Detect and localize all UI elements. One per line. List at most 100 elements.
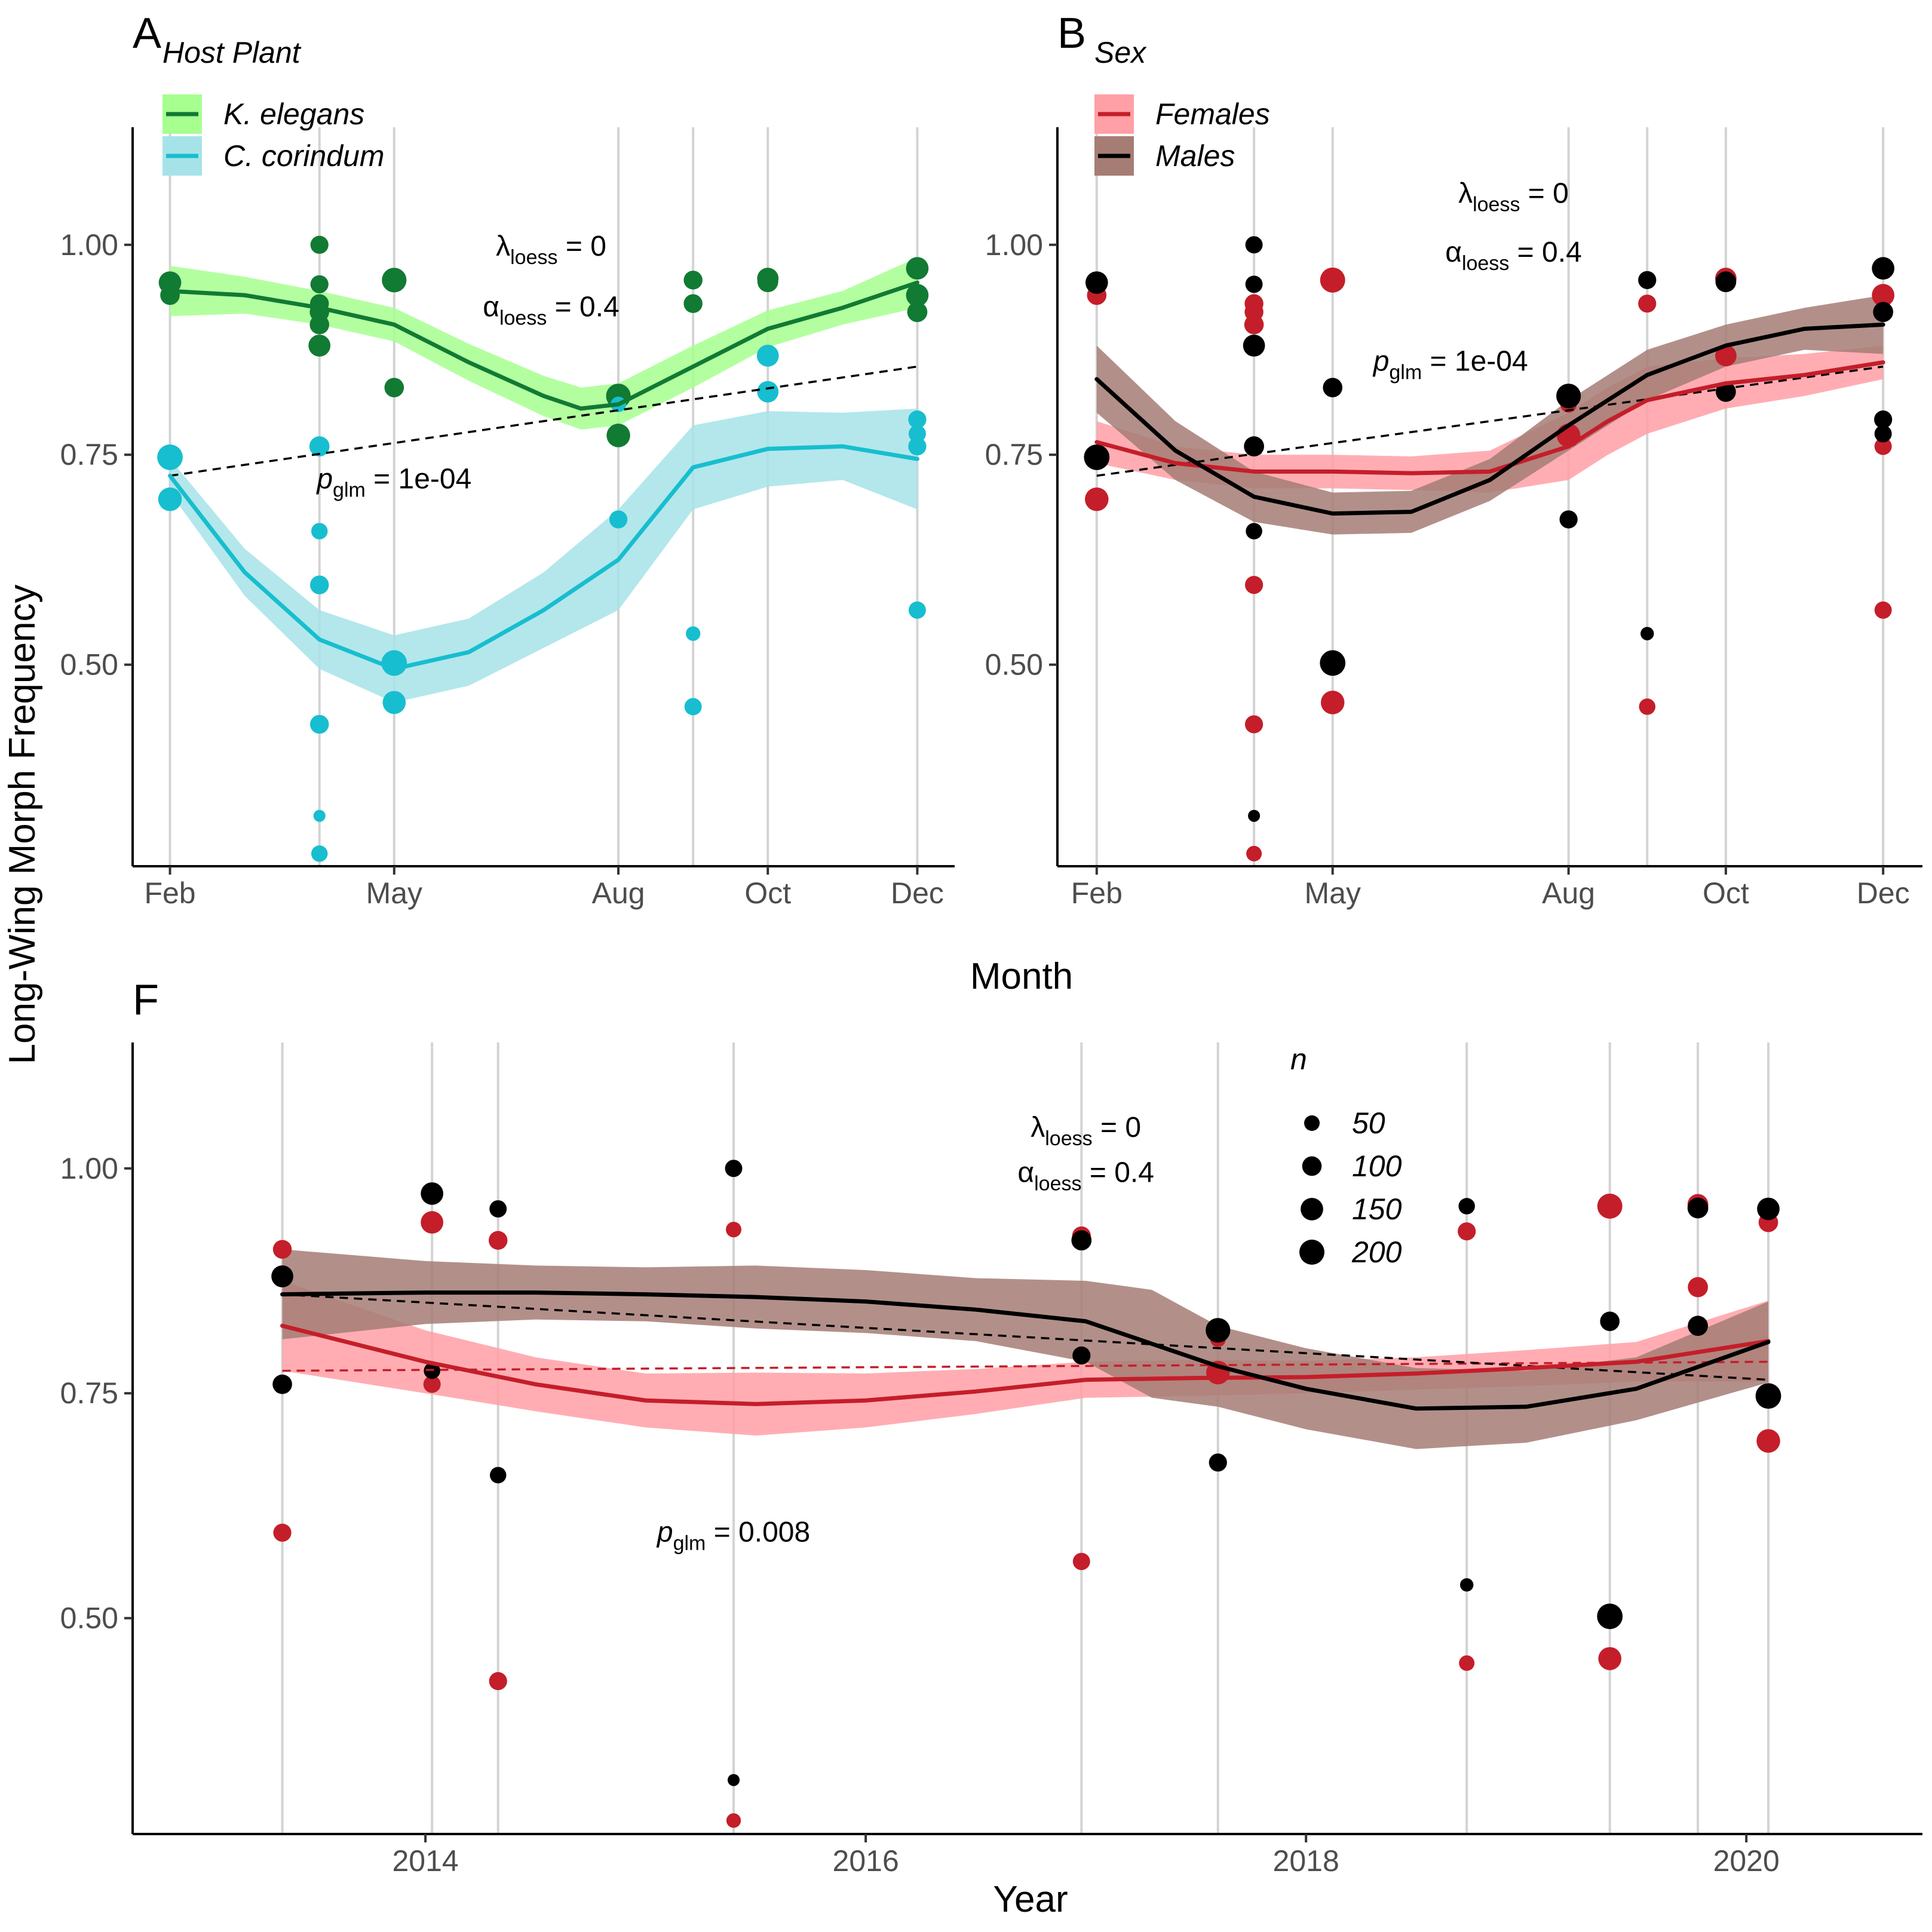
panel-a-point-1-7 bbox=[311, 845, 328, 862]
panel-a-x-tick-label-1: May bbox=[366, 876, 422, 910]
panel-a-point-1-12 bbox=[686, 626, 701, 641]
panel-f-point-1-11 bbox=[1209, 1453, 1227, 1472]
panel-f-legend-title: n bbox=[1290, 1042, 1307, 1076]
panel-f-point-0-6 bbox=[726, 1222, 742, 1238]
panel-b-point-1-17 bbox=[1873, 302, 1894, 323]
panel-f-tag: F bbox=[133, 976, 159, 1024]
panel-f-point-0-19 bbox=[1756, 1429, 1780, 1453]
panel-a-x-tick-label-0: Feb bbox=[144, 876, 195, 910]
panel-f-point-1-13 bbox=[1459, 1578, 1474, 1592]
panel-f-glm-trend-line-0 bbox=[282, 1360, 1769, 1372]
y-axis-title: Long-Wing Morph Frequency bbox=[2, 585, 43, 1065]
panel-f-point-1-6 bbox=[725, 1160, 743, 1177]
year-axis-title: Year bbox=[993, 1879, 1068, 1920]
panel-f-point-1-0 bbox=[271, 1265, 293, 1287]
panel-b-point-1-6 bbox=[1246, 523, 1262, 539]
panel-f-point-1-2 bbox=[421, 1182, 444, 1205]
panel-f-loess-line-1 bbox=[280, 1290, 1771, 1411]
panel-b-loess-line-0 bbox=[1094, 360, 1885, 476]
panel-a-point-0-11 bbox=[606, 424, 630, 447]
panel-b-point-1-9 bbox=[1320, 650, 1346, 676]
panel-f-point-0-15 bbox=[1598, 1647, 1622, 1670]
panel-b-y-tick-label-1: 0.75 bbox=[985, 438, 1043, 471]
panel-b-point-1-8 bbox=[1323, 378, 1343, 398]
panel-a-point-1-5 bbox=[309, 714, 329, 734]
panel-a-point-1-2 bbox=[309, 436, 330, 457]
panel-b-point-1-19 bbox=[1874, 425, 1892, 443]
panel-f-point-0-9 bbox=[1072, 1553, 1090, 1571]
panel-f-point-1-19 bbox=[1755, 1383, 1781, 1409]
panel-a-point-0-1 bbox=[160, 285, 180, 305]
panel-a-confidence-band-0 bbox=[170, 257, 918, 430]
panel-a-annotation-alpha: αloess = 0.4 bbox=[483, 291, 620, 329]
panel-a-point-0-17 bbox=[906, 284, 929, 306]
panel-a-point-1-17 bbox=[908, 425, 926, 443]
panel-a-point-0-3 bbox=[310, 275, 329, 293]
panel-a-point-1-11 bbox=[609, 510, 628, 529]
panel-f-x-tick-label-0: 2014 bbox=[392, 1844, 459, 1878]
panel-b-point-1-1 bbox=[1084, 444, 1110, 470]
panel-a-loess-line-1 bbox=[168, 444, 919, 671]
panel-b-annotation-alpha: αloess = 0.4 bbox=[1445, 237, 1582, 275]
panel-b-point-1-3 bbox=[1245, 275, 1263, 293]
panel-a-point-1-16 bbox=[908, 410, 927, 429]
panel-b-y-tick-label-2: 1.00 bbox=[985, 228, 1043, 262]
panel-b-point-0-7 bbox=[1246, 845, 1262, 861]
panel-b-point-1-10 bbox=[1556, 384, 1581, 409]
panel-f-point-0-14 bbox=[1597, 1194, 1623, 1219]
panel-a-point-0-2 bbox=[310, 235, 329, 254]
panel-b-point-1-13 bbox=[1640, 627, 1654, 640]
panel-b-loess-line-1 bbox=[1094, 322, 1885, 516]
panel-a-point-1-3 bbox=[311, 523, 328, 539]
panel-f-y-tick-label-1: 0.75 bbox=[60, 1376, 118, 1410]
panel-f-size-legend-dot-1 bbox=[1302, 1156, 1322, 1176]
panel-a-point-1-14 bbox=[756, 344, 779, 367]
panel-b-point-1-11 bbox=[1559, 510, 1578, 529]
panel-b-confidence-band-1 bbox=[1096, 295, 1884, 535]
panel-f-x-tick-label-1: 2016 bbox=[833, 1844, 899, 1878]
panel-f-glm-trend-line-1 bbox=[282, 1293, 1769, 1381]
panel-b-point-0-16 bbox=[1872, 284, 1895, 306]
panel-a-point-1-18 bbox=[908, 437, 927, 456]
panel-a-x-tick-label-2: Aug bbox=[592, 876, 645, 910]
panel-b-point-0-4 bbox=[1244, 315, 1264, 335]
panel-b-annotation-lambda: λloess = 0 bbox=[1458, 178, 1569, 216]
panel-f-point-0-12 bbox=[1458, 1222, 1476, 1241]
panel-b-legend-label-0: Females bbox=[1155, 97, 1270, 131]
panel-b-point-0-8 bbox=[1320, 267, 1345, 293]
panel-a-point-1-4 bbox=[309, 575, 329, 594]
panel-f-point-1-17 bbox=[1688, 1315, 1708, 1336]
panel-f-point-1-9 bbox=[1072, 1346, 1091, 1365]
panel-f-point-0-2 bbox=[421, 1211, 444, 1234]
panel-b-tag: B bbox=[1057, 10, 1086, 57]
panel-f-size-legend-label-3: 200 bbox=[1351, 1235, 1402, 1269]
panel-f-point-1-1 bbox=[272, 1374, 292, 1394]
panel-a: 0.50 0.75 1.00 Feb May Aug Oct Dec A Host Plant K.… bbox=[60, 10, 955, 910]
panel-f-point-0-7 bbox=[726, 1813, 741, 1828]
panel-f-point-1-12 bbox=[1458, 1198, 1475, 1215]
panel-f-point-1-14 bbox=[1600, 1311, 1620, 1332]
panel-b-y-tick-label-0: 0.50 bbox=[985, 648, 1043, 682]
panel-f-size-legend-label-0: 50 bbox=[1352, 1106, 1385, 1140]
panel-a-confidence-band-1 bbox=[170, 408, 918, 703]
panel-b-point-1-18 bbox=[1874, 410, 1893, 429]
panel-f-point-1-15 bbox=[1597, 1603, 1623, 1630]
panel-f-annotation-lambda: λloess = 0 bbox=[1031, 1112, 1141, 1150]
panel-a-point-0-7 bbox=[308, 335, 331, 357]
panel-a-loess-line-0 bbox=[168, 280, 919, 411]
panel-b-x-tick-label-1: May bbox=[1304, 876, 1360, 910]
panel-a-y-tick-label-1: 0.75 bbox=[60, 438, 118, 471]
panel-b-point-1-14 bbox=[1715, 271, 1737, 293]
panel-a-glm-trend-line bbox=[170, 365, 918, 477]
panel-b-x-tick-label-2: Aug bbox=[1542, 876, 1595, 910]
panel-f-x-tick-label-3: 2020 bbox=[1713, 1844, 1780, 1878]
panel-a-legend-label-1: C. corindum bbox=[223, 139, 385, 173]
panel-f-y-tick-label-2: 1.00 bbox=[60, 1152, 118, 1185]
panel-f-point-1-8 bbox=[1071, 1230, 1092, 1251]
panel-a-point-0-12 bbox=[683, 271, 703, 290]
panel-b-point-1-7 bbox=[1248, 809, 1261, 822]
panel-f-point-0-13 bbox=[1459, 1655, 1475, 1671]
panel-f-annotation-pglm: pglm = 0.008 bbox=[656, 1517, 810, 1555]
panel-f-loess-line-0 bbox=[280, 1323, 1771, 1406]
panel-f-point-1-7 bbox=[727, 1774, 740, 1786]
